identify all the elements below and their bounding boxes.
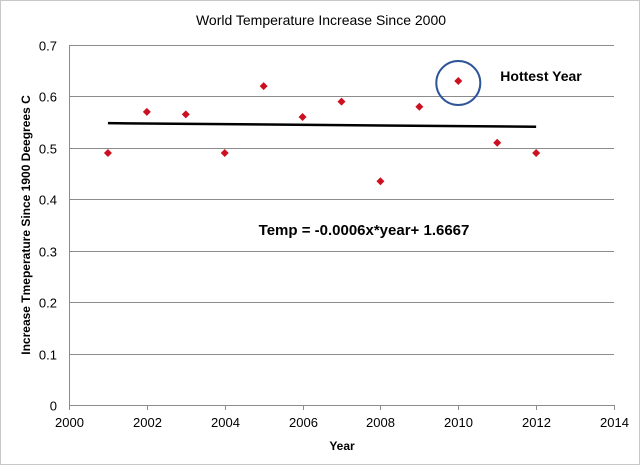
y-tick-label: 0.4: [39, 193, 57, 208]
data-point: [142, 107, 151, 116]
data-point: [415, 102, 424, 111]
y-tick-label: 0.2: [39, 296, 57, 311]
y-tick-label: 0.6: [39, 90, 57, 105]
data-point: [220, 149, 229, 157]
hottest-year-label: Hottest Year: [500, 68, 582, 84]
x-tick-labels: 2000 2002 2004 2006 2008 2010 2012 2014: [55, 415, 629, 430]
y-tick-label: 0.7: [39, 39, 57, 54]
y-tick-label: 0: [50, 399, 57, 414]
chart-title: World Temperature Increase Since 2000: [196, 12, 446, 28]
x-tick-label: 2004: [211, 415, 240, 430]
x-tick-label: 2010: [444, 415, 473, 430]
x-tick-label: 2008: [366, 415, 395, 430]
gridlines: [69, 45, 614, 355]
y-tick-label: 0.5: [39, 142, 57, 157]
data-point: [532, 149, 541, 157]
data-point: [376, 177, 385, 186]
x-tick-label: 2000: [55, 415, 84, 430]
x-tick-label: 2006: [289, 415, 318, 430]
trendline: [107, 121, 537, 129]
data-points: [103, 77, 541, 186]
y-tick-label: 0.1: [39, 348, 57, 363]
data-point: [181, 110, 190, 119]
trend-equation-label: Temp = -0.0006x*year+ 1.6667: [259, 222, 470, 239]
data-point: [337, 97, 346, 106]
y-axis-title: Increase Tmeperature Since 1900 Deegrees…: [19, 95, 33, 355]
data-point: [454, 77, 463, 85]
x-tick-label: 2002: [133, 415, 162, 430]
annotations: Hottest Year Temp = -0.0006x*year+ 1.6667: [259, 60, 582, 239]
data-point: [493, 138, 502, 147]
x-tick-label: 2014: [600, 415, 629, 430]
axes: [69, 45, 615, 410]
y-tick-label: 0.3: [39, 245, 57, 260]
data-point: [298, 113, 307, 121]
y-tick-labels: 0 0.1 0.2 0.3 0.4 0.5 0.6 0.7: [39, 39, 57, 414]
data-point: [259, 82, 268, 91]
data-point: [103, 149, 112, 157]
trendline-group: [107, 121, 537, 129]
x-axis-title: Year: [329, 439, 355, 453]
hottest-year-circle: [435, 60, 482, 106]
x-tick-label: 2012: [522, 415, 551, 430]
